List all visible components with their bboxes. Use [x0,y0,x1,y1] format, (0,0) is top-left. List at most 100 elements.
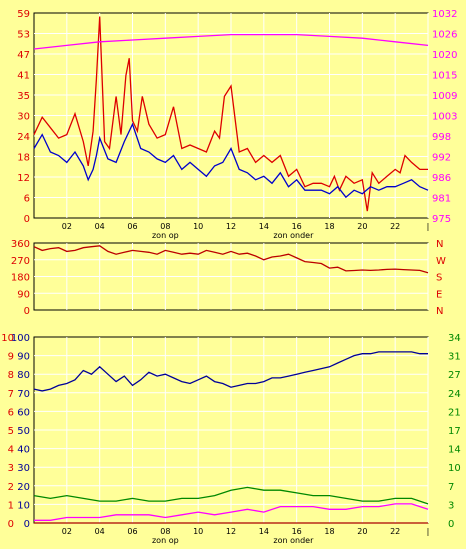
direction-tick-1: 0 [24,306,30,317]
x-tick-0: 12 [226,222,236,231]
x-tick-2: 14 [259,527,269,536]
humidity-tick-2: 50 [17,426,30,437]
temp-tick-2: 34 [448,333,461,344]
baro-tick-0: 1015 [432,71,457,82]
temp-tick-2: 3 [448,500,454,511]
rain-tick-2: 10 [1,333,14,344]
wind-tick-0: 0 [24,214,30,225]
temp-tick-2: 24 [448,389,461,400]
humidity-tick-2: 30 [17,463,30,474]
baro-tick-0: 1032 [432,9,457,20]
wind-tick-0: 6 [24,194,30,205]
humidity-tick-2: 10 [17,500,30,511]
series-line-0-0 [33,16,428,212]
sunset-label-2: zon onder [273,536,314,545]
x-tick-0: | [427,222,430,231]
x-tick-0: 06 [127,222,137,231]
wind-tick-0: 47 [17,50,30,61]
rain-tick-2: 1 [8,500,14,511]
x-tick-2: 12 [226,527,236,536]
x-tick-2: 10 [193,527,203,536]
x-tick-2: 08 [160,527,170,536]
x-tick-0: 04 [95,222,105,231]
direction-tick-1: 90 [17,289,30,300]
direction-tick-1: 180 [11,273,30,284]
baro-tick-0: 1009 [432,91,457,102]
rain-tick-2: 5 [8,426,14,437]
x-tick-0: 02 [62,222,72,231]
x-tick-2: 22 [390,527,400,536]
baro-tick-0: 998 [432,132,451,143]
baro-tick-0: 1020 [432,50,457,61]
x-tick-0: 22 [390,222,400,231]
temp-tick-2: 27 [448,370,461,381]
rain-tick-2: 7 [8,389,14,400]
temp-tick-2: 7 [448,482,454,493]
wind-tick-0: 30 [17,112,30,123]
rain-tick-2: 9 [8,352,14,363]
baro-tick-0: 986 [432,173,451,184]
rain-tick-2: 6 [8,407,14,418]
temp-tick-2: 14 [448,445,461,456]
humidity-tick-2: 40 [17,445,30,456]
rain-tick-2: 0 [8,519,14,530]
rain-tick-2: 8 [8,370,14,381]
rain-tick-2: 3 [8,463,14,474]
series-line-2-1 [33,486,429,505]
x-tick-2: | [427,527,430,536]
direction-tick-1: 360 [11,239,30,250]
rain-tick-2: 2 [8,482,14,493]
series-line-0-1 [33,122,429,199]
humidity-tick-2: 20 [17,482,30,493]
humidity-tick-2: 60 [17,407,30,418]
humidity-tick-2: 0 [24,519,30,530]
x-tick-0: 10 [193,222,203,231]
wind-tick-0: 18 [17,153,30,164]
series-line-0-2 [33,33,429,50]
temp-tick-2: 10 [448,463,461,474]
wind-tick-0: 24 [17,132,30,143]
x-tick-2: 04 [95,527,105,536]
wind-tick-0: 41 [17,71,30,82]
x-tick-2: 16 [292,527,302,536]
wind-tick-0: 53 [17,30,30,41]
humidity-tick-2: 80 [17,370,30,381]
compass-tick-1: W [436,256,446,267]
temp-tick-2: 31 [448,352,461,363]
x-tick-0: 16 [292,222,302,231]
humidity-tick-2: 90 [17,352,30,363]
x-tick-2: 18 [324,527,334,536]
humidity-tick-2: 100 [11,333,30,344]
baro-tick-0: 992 [432,153,451,164]
compass-tick-1: E [436,289,442,300]
series-line-1-0 [33,245,429,274]
temp-tick-2: 0 [448,519,454,530]
rain-tick-2: 4 [8,445,14,456]
compass-tick-1: N [436,239,443,250]
direction-tick-1: 270 [11,256,30,267]
baro-tick-0: 981 [432,194,451,205]
compass-tick-1: S [436,273,442,284]
x-tick-0: 18 [324,222,334,231]
x-tick-2: 06 [127,527,137,536]
compass-tick-1: N [436,306,443,317]
wind-tick-0: 12 [17,173,30,184]
series-line-2-0 [33,351,428,392]
x-tick-0: 14 [259,222,269,231]
sunset-label-0: zon onder [273,231,314,240]
humidity-tick-2: 70 [17,389,30,400]
baro-tick-0: 975 [432,214,451,225]
sunrise-label-2: zon op [152,536,179,545]
series-line-2-2 [34,503,429,521]
wind-tick-0: 35 [17,91,30,102]
sunrise-label-0: zon op [152,231,179,240]
wind-tick-0: 59 [17,9,30,20]
baro-tick-0: 1026 [432,30,457,41]
x-tick-0: 08 [160,222,170,231]
x-tick-2: 20 [357,527,367,536]
temp-tick-2: 21 [448,407,461,418]
x-tick-2: 02 [62,527,72,536]
x-tick-0: 20 [357,222,367,231]
